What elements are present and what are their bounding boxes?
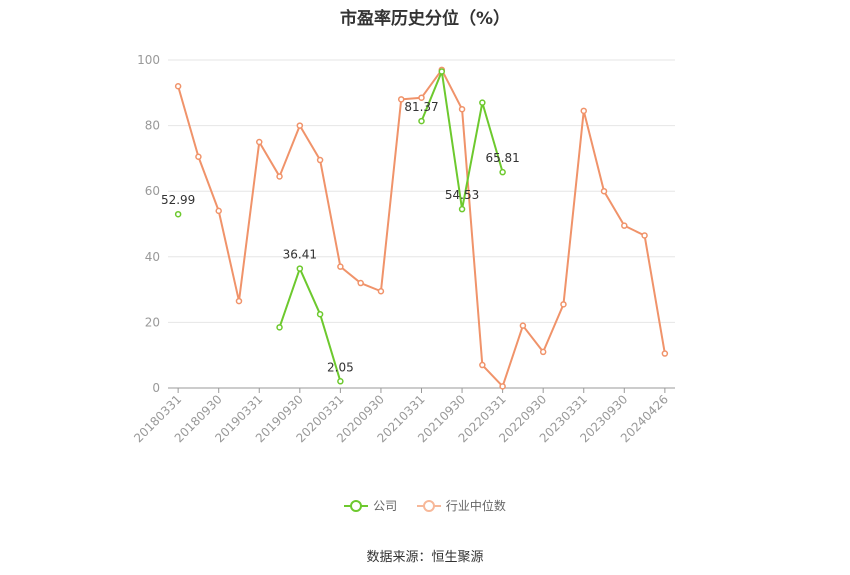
- data-point-company[interactable]: [479, 99, 486, 106]
- data-point-industry-median[interactable]: [499, 383, 506, 390]
- data-point-company[interactable]: [316, 310, 324, 318]
- legend-item-industry-median[interactable]: 行业中位数: [416, 497, 506, 514]
- data-point-industry-median[interactable]: [600, 187, 608, 195]
- data-point-company[interactable]: [418, 117, 425, 125]
- y-tick-label: 40: [145, 250, 160, 264]
- data-point-industry-median[interactable]: [519, 322, 527, 329]
- data-point-industry-median[interactable]: [316, 156, 324, 164]
- data-point-industry-median[interactable]: [539, 348, 547, 356]
- data-label-company: 65.81: [485, 151, 519, 165]
- data-label-company: 81.37: [404, 100, 438, 114]
- legend-swatch-industry-median: [416, 499, 441, 513]
- data-point-industry-median[interactable]: [174, 82, 182, 90]
- data-source: 数据来源：恒生聚源: [366, 550, 484, 565]
- y-tick-label: 20: [145, 315, 160, 329]
- grid-lines: [168, 59, 675, 323]
- data-label-company: 54.53: [445, 188, 479, 202]
- y-tick-labels: 0 20 40 60 80 100: [137, 53, 160, 395]
- data-point-company[interactable]: [458, 205, 466, 213]
- data-point-industry-median[interactable]: [661, 350, 669, 357]
- data-label-company: 36.41: [283, 248, 317, 262]
- y-tick-label: 80: [145, 119, 160, 133]
- legend-label-industry-median: 行业中位数: [445, 499, 506, 513]
- data-point-industry-median[interactable]: [215, 207, 222, 215]
- legend-label-company: 公司: [373, 499, 398, 513]
- y-tick-label: 60: [145, 184, 160, 198]
- y-tick-label: 100: [137, 53, 160, 67]
- data-point-industry-median[interactable]: [397, 96, 405, 103]
- series-line-company: [278, 267, 342, 382]
- series-layer: [174, 66, 669, 390]
- data-point-industry-median[interactable]: [276, 173, 283, 180]
- data-point-company[interactable]: [499, 168, 506, 176]
- data-label-company: 2.05: [327, 360, 354, 374]
- data-point-company[interactable]: [438, 68, 446, 75]
- data-point-industry-median[interactable]: [235, 297, 243, 305]
- data-point-industry-median[interactable]: [377, 287, 385, 295]
- data-point-company[interactable]: [337, 378, 344, 385]
- legend: 公司 行业中位数: [0, 497, 850, 516]
- data-label-company: 52.99: [161, 193, 195, 207]
- data-point-industry-median[interactable]: [195, 153, 202, 161]
- data-point-industry-median[interactable]: [560, 301, 567, 308]
- series-line-industry-median: [177, 68, 666, 388]
- data-point-industry-median[interactable]: [337, 263, 344, 270]
- data-point-industry-median[interactable]: [256, 138, 263, 146]
- data-point-industry-median[interactable]: [296, 122, 304, 129]
- data-point-company[interactable]: [174, 210, 182, 218]
- data-point-industry-median[interactable]: [580, 107, 587, 115]
- x-tick-labels: 2018033120180930201903312019093020200331…: [131, 388, 671, 445]
- data-point-company[interactable]: [276, 324, 283, 331]
- legend-item-company[interactable]: 公司: [344, 497, 397, 514]
- data-labels: 52.99 36.41 2.05 81.37 54.53 65.81: [161, 100, 520, 374]
- data-point-industry-median[interactable]: [458, 105, 466, 113]
- data-point-industry-median[interactable]: [479, 361, 486, 369]
- legend-swatch-company: [344, 499, 369, 513]
- data-point-industry-median[interactable]: [418, 94, 425, 101]
- data-point-company[interactable]: [296, 265, 304, 272]
- chart-plot: 0 20 40 60 80 100 201803312018093020190331201…: [131, 53, 675, 445]
- data-point-industry-median[interactable]: [621, 222, 628, 229]
- y-tick-label: 0: [152, 381, 160, 395]
- chart-title: 市盈率历史分位（%）: [339, 9, 511, 29]
- data-point-industry-median[interactable]: [357, 279, 364, 287]
- data-point-industry-median[interactable]: [641, 232, 648, 239]
